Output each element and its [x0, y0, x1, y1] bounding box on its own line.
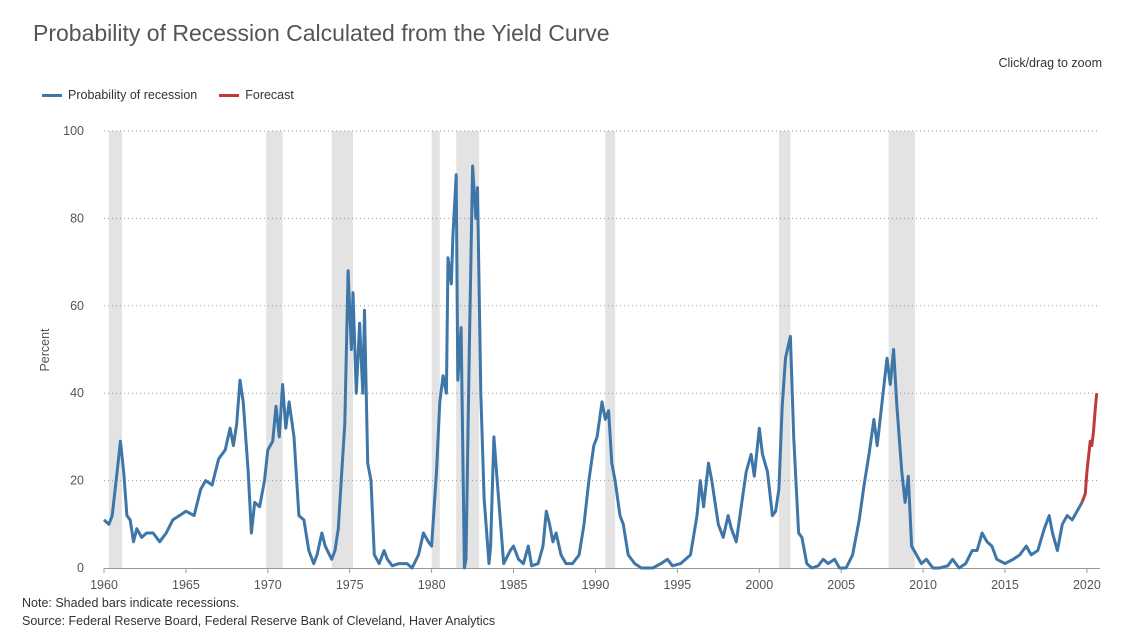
recession-band — [331, 131, 353, 568]
y-tick-label: 100 — [63, 124, 84, 138]
y-tick-label: 20 — [70, 474, 84, 488]
note-line: Note: Shaded bars indicate recessions. — [22, 596, 240, 610]
legend: Probability of recession Forecast — [42, 88, 294, 102]
forecast-line — [1080, 393, 1099, 503]
x-tick-label: 1990 — [582, 578, 610, 592]
chart-title: Probability of Recession Calculated from… — [33, 20, 610, 46]
x-tick-label: 1995 — [663, 578, 691, 592]
x-tick-label: 2010 — [909, 578, 937, 592]
legend-item-forecast[interactable]: Forecast — [219, 88, 294, 102]
y-tick-label: 0 — [77, 561, 84, 575]
legend-label: Forecast — [245, 88, 294, 102]
x-tick-label: 2005 — [827, 578, 855, 592]
y-axis-label: Percent — [38, 328, 52, 372]
x-tick-label: 1965 — [172, 578, 200, 592]
y-tick-label: 60 — [70, 299, 84, 313]
recession-band — [431, 131, 440, 568]
recession-band — [605, 131, 616, 568]
x-tick-label: 2015 — [991, 578, 1019, 592]
notes: Note: Shaded bars indicate recessions. S… — [22, 594, 495, 630]
probability-line — [102, 164, 1084, 570]
x-tick-label: 1985 — [500, 578, 528, 592]
zoom-hint: Click/drag to zoom — [998, 56, 1102, 70]
y-tick-label: 80 — [70, 211, 84, 225]
legend-label: Probability of recession — [68, 88, 198, 102]
x-tick-label: 1975 — [336, 578, 364, 592]
source-line: Source: Federal Reserve Board, Federal R… — [22, 614, 496, 628]
x-tick-label: 2020 — [1073, 578, 1101, 592]
recession-band — [108, 131, 123, 568]
legend-swatch-blue — [42, 93, 62, 97]
x-tick-label: 1960 — [90, 578, 118, 592]
x-tick-label: 1980 — [418, 578, 446, 592]
recession-band — [266, 131, 283, 568]
legend-swatch-red — [219, 93, 240, 97]
recession-band — [778, 131, 791, 568]
legend-item-probability[interactable]: Probability of recession — [42, 88, 197, 102]
y-tick-label: 40 — [70, 386, 84, 400]
x-tick-label: 2000 — [745, 578, 773, 592]
x-tick-label: 1970 — [254, 578, 282, 592]
